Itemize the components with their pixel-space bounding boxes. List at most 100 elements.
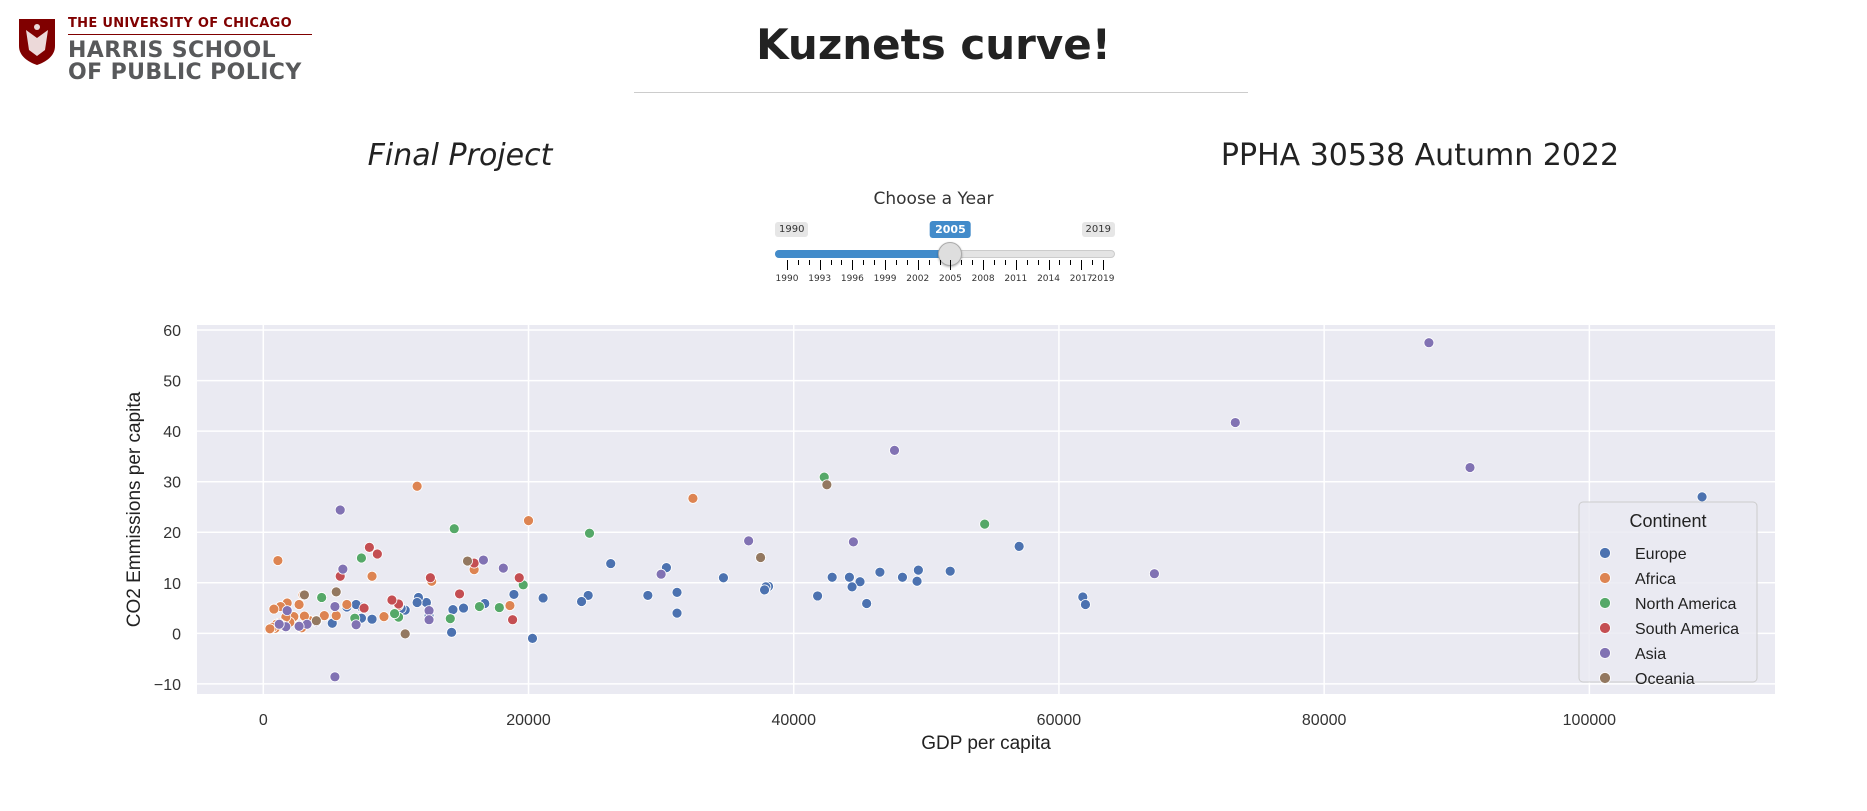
data-point-africa [687,492,699,504]
data-point-oceania [330,586,342,598]
data-point-asia [329,671,341,683]
data-point-europe [447,604,459,615]
logo-school-name-line2: OF PUBLIC POLICY [68,60,302,85]
data-point-oceania [821,479,833,491]
year-slider[interactable]: 1990 2019 2005 1990 1993 1996 1999 2002 2005 2… [775,218,1115,288]
logo-university-name: THE UNIVERSITY OF CHICAGO [68,16,292,31]
slider-tick [1070,260,1072,265]
data-point-asia [478,554,489,566]
data-point-africa [272,555,284,566]
data-point-europe [718,572,729,584]
slider-tick [1048,260,1050,270]
data-point-africa [330,610,342,622]
data-point-north-america [356,552,367,564]
data-point-europe [944,565,956,577]
data-point-south-america [371,548,383,560]
data-point-asia [423,614,435,626]
y-tick-label: 20 [163,525,181,542]
legend-marker [1599,547,1611,559]
slider-tick-label: 2017 [1069,274,1093,284]
slider-tick [1015,260,1017,270]
data-point-north-america [493,602,505,613]
data-point-north-america [316,592,328,603]
slider-tick [808,260,810,265]
slider-tick [1026,260,1028,265]
data-point-north-america [979,518,991,530]
subtitle-course: PPHA 30538 Autumn 2022 [1220,138,1620,173]
slider-tick-label: 2002 [906,274,930,284]
data-point-south-america [424,572,436,584]
data-point-south-america [513,572,525,584]
data-point-asia [1229,417,1241,428]
data-point-oceania [755,552,766,563]
data-point-asia [423,605,435,616]
data-point-africa [411,480,423,492]
data-point-europe [846,581,858,593]
y-tick-label: −10 [154,677,181,694]
slider-ticks: 1990 1993 1996 1999 2002 2005 2008 2011 2014 2017… [775,260,1115,284]
slider-tick [950,260,952,270]
data-point-europe [576,596,587,607]
page-title: Kuznets curve! [756,20,1111,69]
data-point-europe [826,571,838,583]
legend-entry: Oceania [1635,671,1695,688]
data-point-asia [350,619,362,631]
data-point-europe [854,576,866,588]
slider-tick [885,260,887,270]
slider-min-label: 1990 [775,222,809,237]
x-tick-label: 100000 [1563,712,1616,729]
data-point-asia [497,562,509,574]
legend-entry: Europe [1635,546,1687,563]
x-axis-label: GDP per capita [921,733,1051,754]
legend-entry: South America [1635,621,1739,638]
slider-fill [775,250,951,258]
data-point-europe [1013,541,1025,552]
data-point-europe [812,590,823,602]
data-point-asia [847,536,859,548]
slider-tick-label: 1990 [775,274,799,284]
data-point-africa [378,611,390,623]
data-point-asia [334,504,346,516]
data-point-europe [582,590,594,601]
data-point-asia [337,563,349,575]
slider-tick [863,260,865,265]
slider-tick [874,260,876,265]
y-tick-label: 10 [163,576,181,593]
data-point-africa [366,570,378,582]
data-point-europe [446,626,458,638]
slider-tick [939,260,941,265]
slider-tick [1103,260,1104,270]
data-point-europe [897,571,908,583]
data-point-oceania [399,628,411,640]
slider-tick [1004,260,1006,265]
slider-tick [830,260,832,265]
slider-tick [852,260,854,270]
slider-tick [917,260,919,270]
data-point-europe [861,598,873,609]
slider-tick [841,260,843,265]
x-tick-label: 80000 [1302,712,1347,729]
slider-tick [819,260,821,270]
slider-tick [1081,260,1083,270]
slider-tick [1037,260,1039,265]
data-point-asia [743,535,755,547]
x-tick-label: 20000 [506,712,551,729]
data-point-north-america [448,523,460,535]
data-point-asia [655,568,667,580]
data-point-asia [889,444,900,456]
data-point-asia [281,605,293,616]
data-point-europe [537,592,549,604]
data-point-north-america [444,613,456,625]
data-point-asia [293,620,305,632]
slider-tick-label: 2005 [938,274,962,284]
legend-marker [1599,647,1611,659]
slider-tick-label: 1999 [873,274,897,284]
data-point-north-america [584,527,595,539]
legend-marker [1599,622,1611,634]
data-point-europe [671,586,683,598]
slider-tick [895,260,897,265]
legend-entry: Africa [1635,571,1676,588]
data-point-europe [366,613,378,625]
data-point-europe [844,571,855,583]
data-point-africa [523,515,534,527]
